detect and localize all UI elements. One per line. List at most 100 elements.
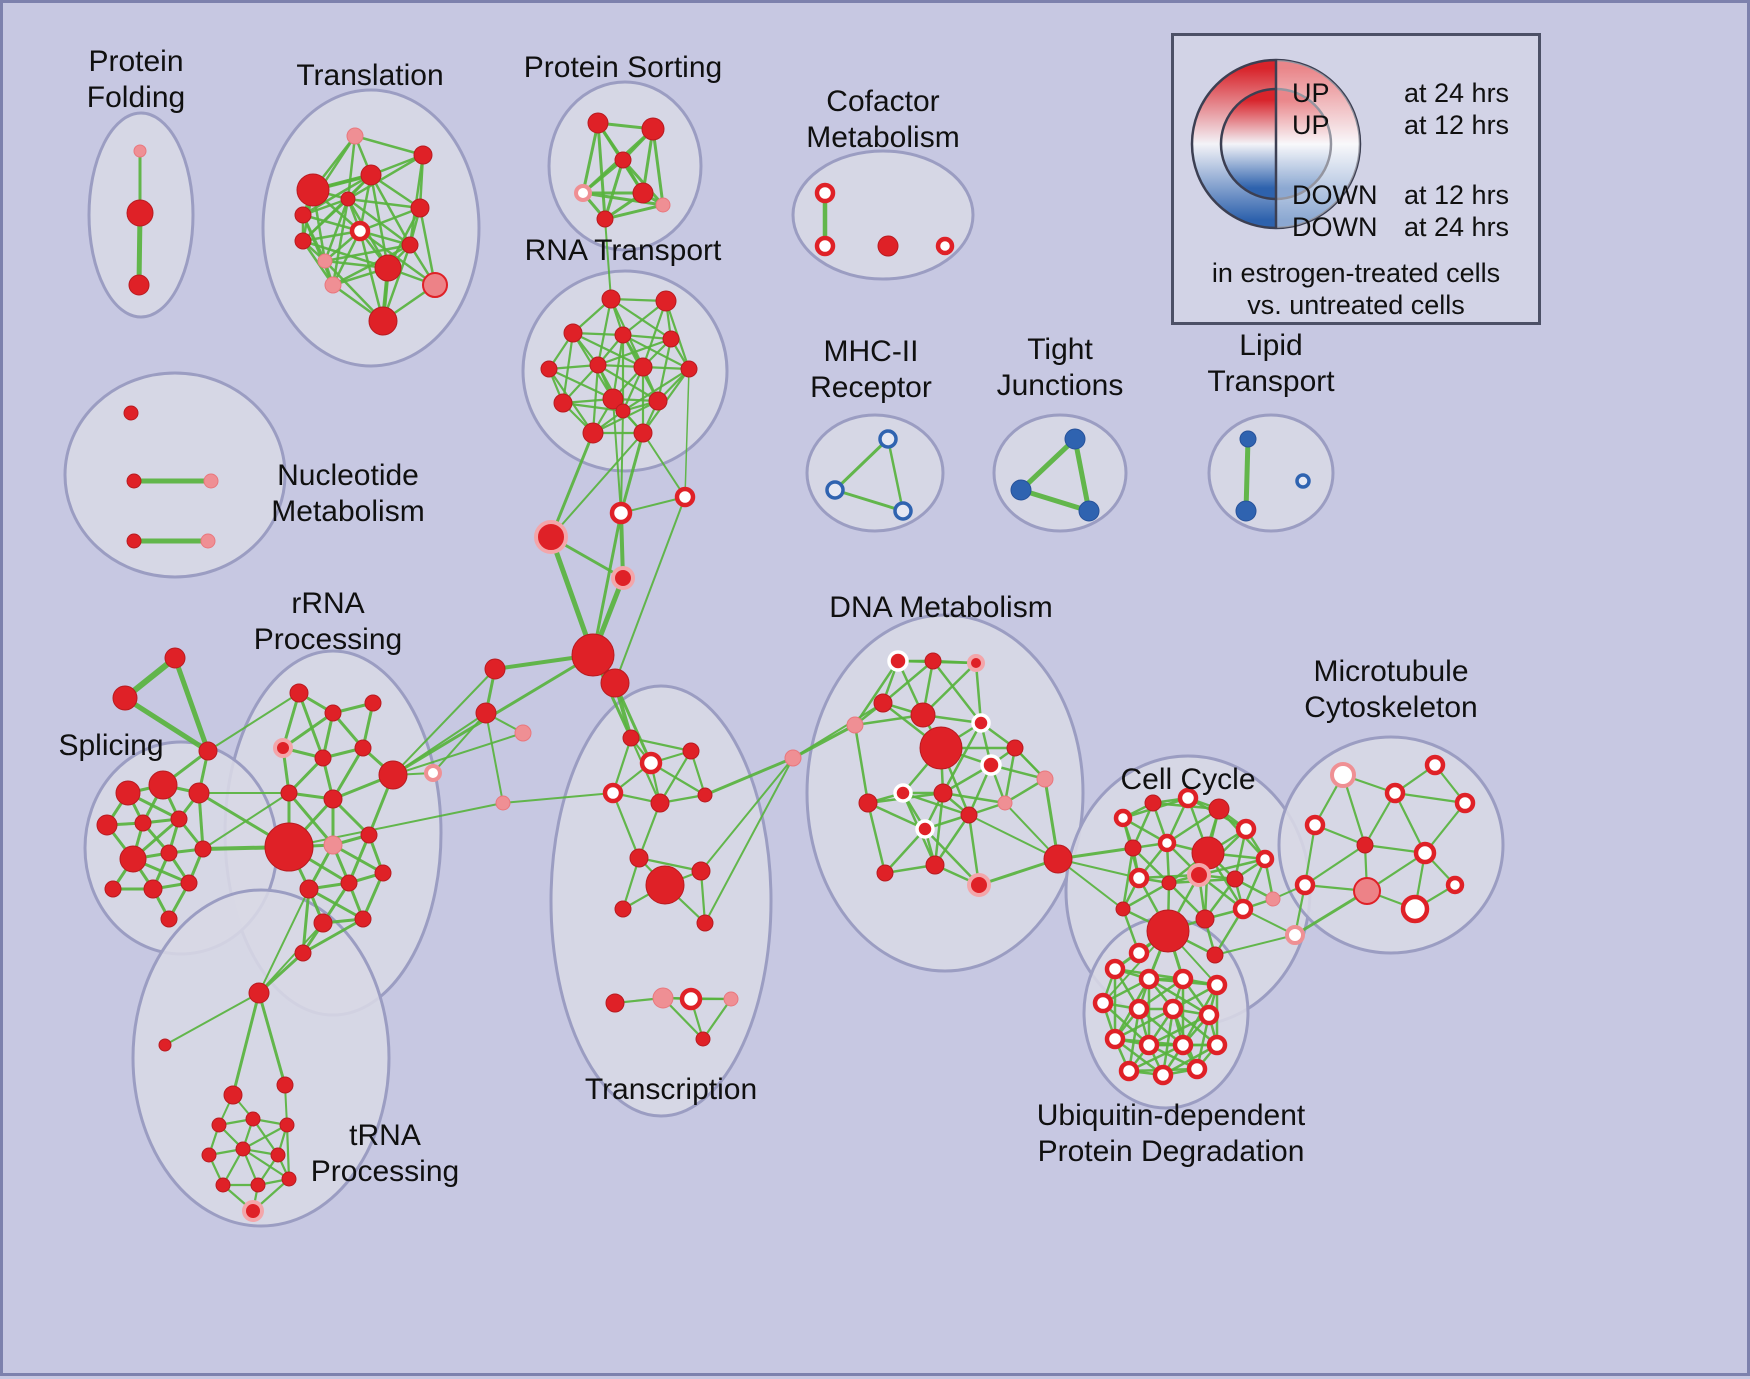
cluster-ellipse-nucleotide-metabolism — [63, 371, 287, 579]
gene-node — [349, 220, 371, 242]
cluster-label: Splicing — [58, 729, 163, 762]
network-edge — [923, 827, 981, 887]
gene-node — [915, 819, 935, 839]
gene-node — [270, 1147, 286, 1163]
cluster-label: Translation — [296, 59, 443, 92]
legend-entry-down-24: DOWN at 24 hrs — [1292, 212, 1509, 242]
gene-node — [652, 987, 674, 1009]
gene-node — [1226, 870, 1244, 888]
gene-node — [188, 782, 210, 804]
network-edge — [974, 661, 983, 725]
network-edge — [1147, 977, 1211, 1017]
gene-node — [223, 1085, 243, 1105]
gene-node — [682, 742, 700, 760]
gene-node — [424, 764, 442, 782]
gene-node — [893, 501, 913, 521]
gene-node — [273, 738, 293, 758]
gene-node — [360, 164, 382, 186]
network-edge — [591, 363, 600, 435]
gene-node — [695, 1031, 711, 1047]
gene-node — [615, 403, 631, 419]
network-edge — [231, 991, 261, 1097]
cluster-label: Transcription — [585, 1073, 757, 1106]
network-edge — [346, 153, 425, 201]
gene-node — [877, 235, 899, 257]
network-edge — [611, 791, 641, 860]
network-edge — [353, 134, 425, 157]
legend-footer-line2: vs. untreated cells — [1247, 290, 1465, 320]
gene-node — [1115, 901, 1131, 917]
gene-node — [1157, 833, 1177, 853]
gene-node — [614, 900, 632, 918]
gene-node — [313, 913, 333, 933]
gene-node — [1113, 808, 1133, 828]
gene-node — [276, 1076, 294, 1094]
gene-node — [1232, 898, 1254, 920]
gene-node — [294, 206, 312, 224]
gene-node — [354, 739, 372, 757]
gene-node — [935, 236, 955, 256]
network-edge — [241, 1147, 291, 1181]
network-edge — [1161, 1007, 1175, 1077]
network-edge — [883, 827, 927, 875]
gene-node — [194, 840, 212, 858]
network-edge — [301, 917, 365, 955]
gene-node — [910, 702, 936, 728]
gene-node — [364, 694, 382, 712]
network-edge — [207, 692, 300, 752]
network-edge — [285, 1123, 291, 1181]
gene-node — [264, 822, 314, 872]
network-edge — [581, 191, 665, 207]
legend-entry-up-12: UP at 12 hrs — [1292, 112, 1509, 139]
legend-direction: DOWN — [1292, 212, 1378, 242]
gene-node — [924, 652, 942, 670]
gene-node — [1177, 787, 1199, 809]
network-edge — [281, 711, 335, 750]
gene-node — [410, 198, 430, 218]
gene-node — [873, 693, 893, 713]
network-edge — [604, 218, 612, 300]
network-edge — [1393, 791, 1467, 805]
gene-node — [679, 987, 703, 1011]
gene-node — [655, 197, 671, 213]
gene-node — [1036, 770, 1054, 788]
gene-node — [323, 789, 343, 809]
gene-node — [484, 658, 506, 680]
gene-node — [1206, 946, 1224, 964]
gene-node — [378, 760, 408, 790]
gene-node — [281, 1171, 297, 1187]
network-edge — [323, 197, 350, 263]
gene-node — [1104, 1028, 1126, 1050]
gene-node — [1424, 754, 1446, 776]
gene-node — [1445, 875, 1465, 895]
gene-node — [413, 145, 433, 165]
network-edge — [641, 299, 668, 369]
gene-node — [633, 357, 653, 377]
network-edge — [257, 991, 287, 1087]
cluster-label: Tight Junctions — [997, 333, 1124, 402]
gene-node — [317, 253, 333, 269]
gene-node — [360, 826, 378, 844]
gene-node — [1353, 877, 1381, 905]
gene-node — [601, 289, 621, 309]
network-edge — [1243, 436, 1251, 514]
gene-node — [563, 323, 583, 343]
gene-node — [971, 713, 991, 733]
gene-node — [878, 429, 898, 449]
gene-node — [571, 633, 615, 677]
gene-node — [280, 784, 298, 802]
gene-node — [980, 754, 1002, 776]
gene-node — [1356, 836, 1374, 854]
gene-node — [250, 1177, 266, 1193]
network-edge — [1293, 889, 1369, 937]
gene-node — [296, 173, 330, 207]
gene-node — [1064, 428, 1086, 450]
gene-node — [1235, 500, 1257, 522]
network-edge — [886, 437, 905, 513]
network-nodes — [96, 112, 1476, 1222]
gene-node — [374, 864, 392, 882]
gene-node — [632, 182, 654, 204]
gene-node — [514, 724, 532, 742]
gene-node — [596, 210, 614, 228]
gene-node — [1413, 841, 1437, 865]
